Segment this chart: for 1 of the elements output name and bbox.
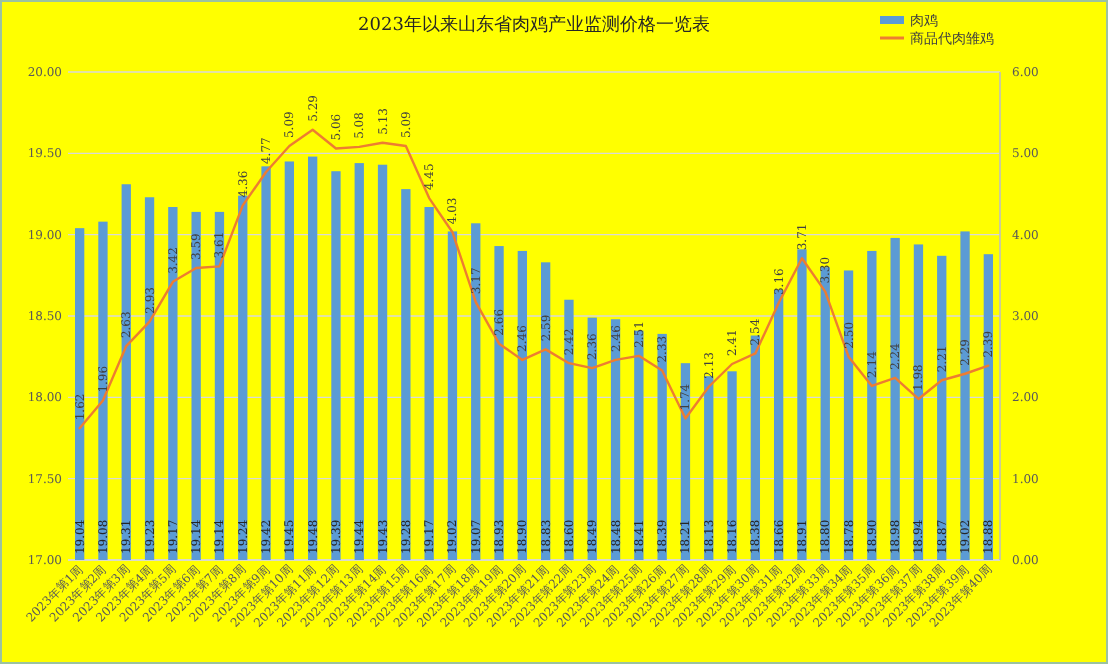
chart-title: 2023年以来山东省肉鸡产业监测价格一览表 <box>358 14 710 36</box>
